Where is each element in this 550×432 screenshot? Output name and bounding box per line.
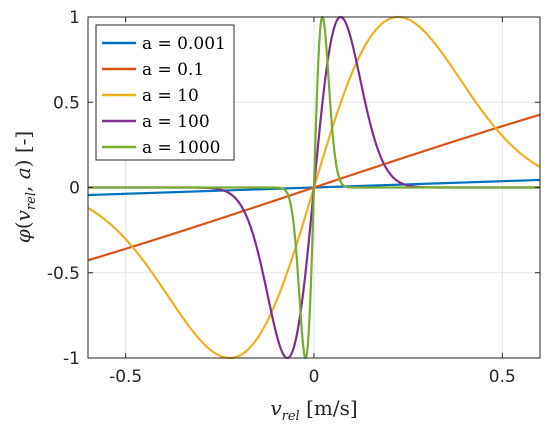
legend: a = 0.001 a = 0.1 a = 10 a = 100 a = 1000 — [95, 24, 235, 161]
legend-label: a = 1000 — [142, 138, 220, 158]
y-tick-label: 0 — [69, 179, 80, 199]
legend-label: a = 100 — [142, 112, 210, 132]
x-tick-label: 0.5 — [489, 367, 516, 387]
x-axis-label: vrel [m/s] — [270, 396, 357, 424]
x-tick-label: -0.5 — [109, 367, 142, 387]
y-tick-label: 0.5 — [53, 93, 80, 113]
legend-box — [95, 24, 235, 161]
series-line-4 — [87, 15, 541, 360]
y-tick-label: 1 — [69, 8, 80, 28]
y-tick-label: -0.5 — [47, 264, 80, 284]
ticks: -0.5 0 0.5 -1 -0.5 0 0.5 1 — [47, 8, 540, 387]
y-tick-label: -1 — [63, 349, 80, 369]
legend-label: a = 0.1 — [142, 60, 204, 80]
legend-label: a = 10 — [142, 86, 199, 106]
y-axis-label: φ(vrel, a) [-] — [11, 131, 39, 243]
legend-label: a = 0.001 — [142, 34, 226, 54]
plot-area — [87, 15, 541, 360]
x-tick-label: 0 — [309, 367, 320, 387]
